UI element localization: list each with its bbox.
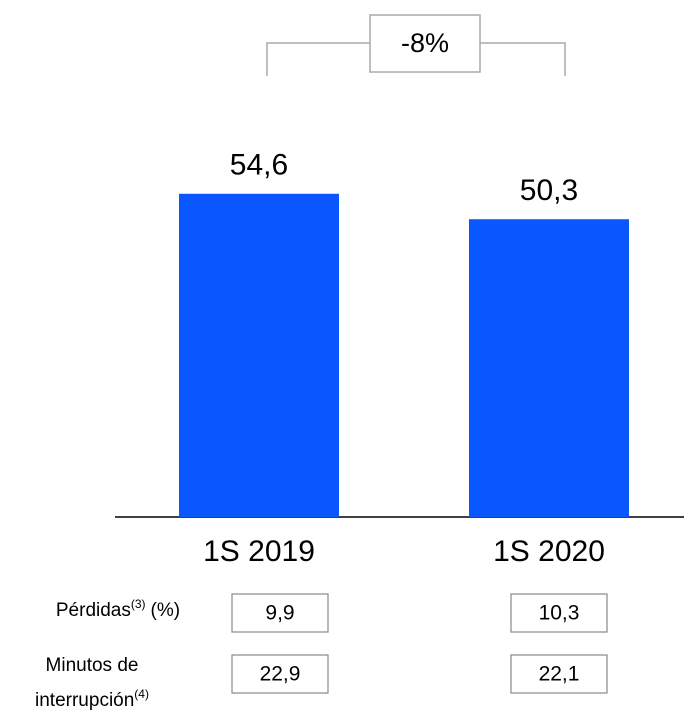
row-unit: (%) [151,600,181,621]
table-cell [510,593,608,633]
value-label: 50,3 [520,174,578,207]
row-label: interrupción(4) [35,687,149,711]
table-cell [510,654,608,694]
row-label: Pérdidas(3) (%) [56,597,180,621]
table-cell [231,654,329,694]
x-tick-label: 1S 2019 [203,535,315,568]
annotation: -8% [401,28,449,58]
table-value: 9,9 [265,602,294,625]
row-label-text: interrupción [35,690,134,711]
row-label: Minutos de [46,655,139,676]
x-tick-label: 1S 2020 [493,535,605,568]
value-label: 54,6 [230,149,288,182]
table-value: 22,9 [260,663,301,686]
bar [179,193,339,517]
change-bracket: -8% [266,14,566,76]
bracket-left [266,42,370,76]
table-cell [231,593,329,633]
table-value: 10,3 [539,602,580,625]
row-note: (3) [131,597,146,611]
bar [469,219,629,517]
bracket-right [480,42,566,76]
row-note: (4) [134,687,149,701]
annotation-box [369,14,481,73]
table-value: 22,1 [539,663,580,686]
row-label-text: Pérdidas [56,600,131,621]
